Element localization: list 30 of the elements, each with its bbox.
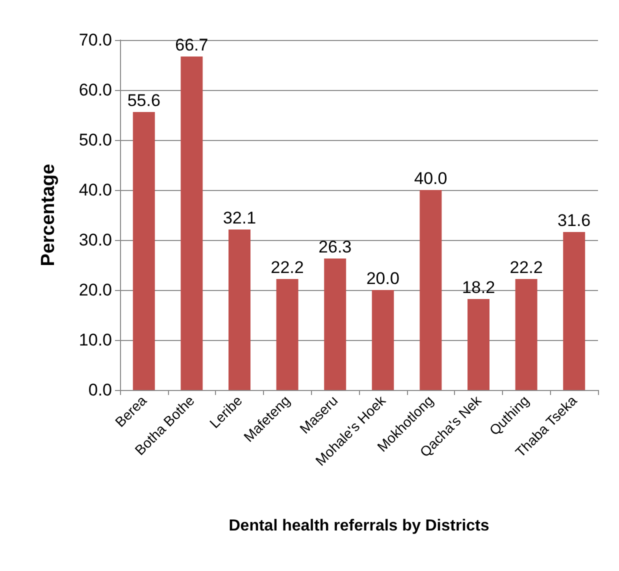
data-label: 55.6 xyxy=(127,91,160,110)
data-label: 32.1 xyxy=(222,208,256,228)
y-tick-label: 0.0 xyxy=(88,380,112,400)
bar xyxy=(420,190,442,390)
y-tick-label: 40.0 xyxy=(78,180,112,200)
bar xyxy=(324,258,346,390)
y-tick-label: 60.0 xyxy=(78,80,112,100)
y-tick-label: 70.0 xyxy=(78,30,112,50)
data-label: 26.3 xyxy=(318,238,352,256)
y-tick-label: 50.0 xyxy=(78,130,112,150)
bar xyxy=(132,112,155,390)
data-label: 18.2 xyxy=(462,278,496,297)
bar xyxy=(372,290,394,390)
bar xyxy=(276,279,298,390)
bar xyxy=(515,279,538,390)
y-axis-title: Percentage xyxy=(38,164,59,266)
data-label: 40.0 xyxy=(414,169,448,188)
y-tick-label: 20.0 xyxy=(78,280,112,300)
y-tick-label: 30.0 xyxy=(78,230,112,250)
data-label: 22.2 xyxy=(510,258,543,277)
data-label: 22.2 xyxy=(270,258,304,277)
bar xyxy=(228,230,250,390)
x-axis-title: Dental health referrals by Districts xyxy=(228,518,490,534)
data-label: 20.0 xyxy=(366,269,400,288)
bar xyxy=(468,299,490,390)
data-label: 66.7 xyxy=(175,36,208,54)
bar xyxy=(180,56,203,390)
bar xyxy=(563,232,586,390)
data-label: 31.6 xyxy=(558,211,591,230)
y-tick-label: 10.0 xyxy=(78,330,112,350)
